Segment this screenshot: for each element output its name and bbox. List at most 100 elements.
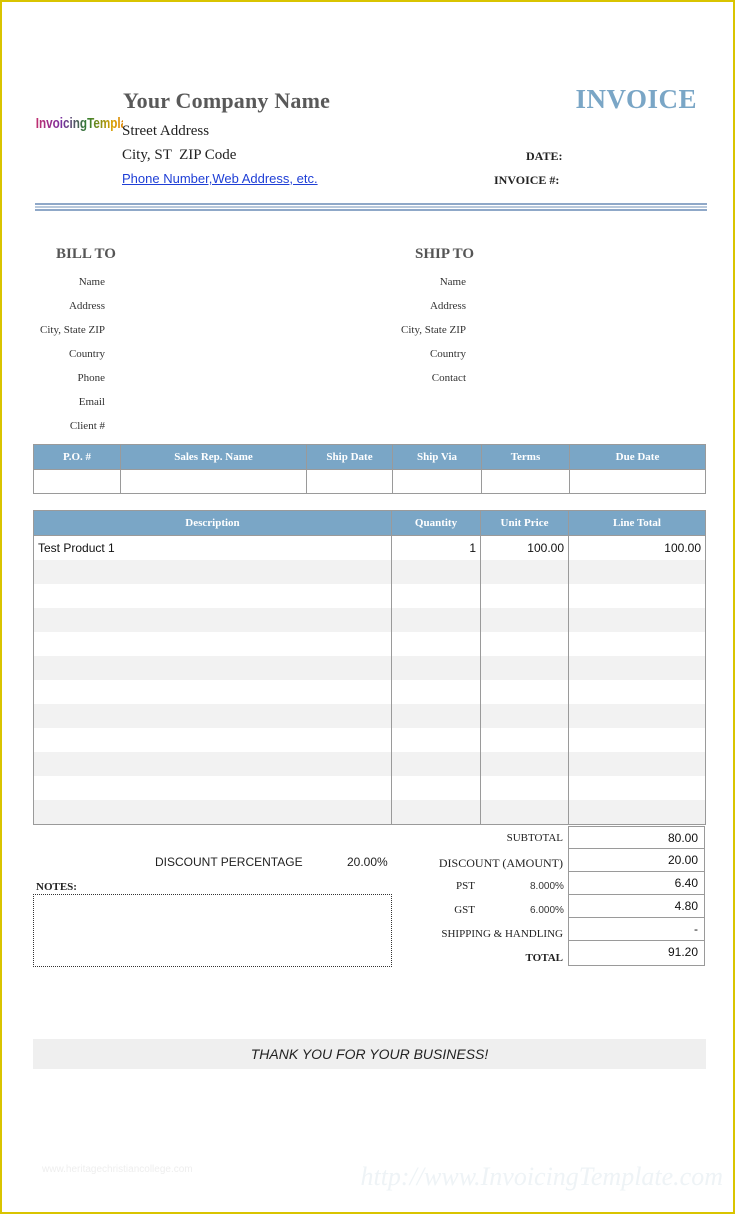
quantity-cell[interactable] xyxy=(391,560,481,584)
order-info-table: P.O. # Sales Rep. Name Ship Date Ship Vi… xyxy=(33,444,706,494)
line-total-cell xyxy=(568,632,706,656)
quantity-cell[interactable] xyxy=(391,656,481,680)
table-row xyxy=(33,776,706,800)
date-label: DATE: xyxy=(526,149,563,163)
quantity-cell[interactable] xyxy=(391,752,481,776)
svg-text:InvoicingTemplate: InvoicingTemplate xyxy=(36,115,123,132)
po-cell[interactable] xyxy=(33,469,121,494)
description-header: Description xyxy=(33,510,392,536)
table-row xyxy=(33,752,706,776)
street-address: Street Address xyxy=(122,123,210,139)
ship-to-contact-label: Contact xyxy=(431,372,466,384)
terms-cell[interactable] xyxy=(481,469,570,494)
ship-date-cell[interactable] xyxy=(306,469,393,494)
discount-amount-value: 20.00 xyxy=(568,849,705,872)
unit-price-cell[interactable] xyxy=(480,728,569,752)
description-cell[interactable] xyxy=(33,704,392,728)
pst-label: PST xyxy=(456,880,475,892)
table-row xyxy=(33,680,706,704)
ship-to-address-label: Address xyxy=(429,300,466,312)
gst-rate[interactable]: 6.000% xyxy=(530,905,564,916)
quantity-cell[interactable] xyxy=(391,704,481,728)
pst-rate[interactable]: 8.000% xyxy=(530,881,564,892)
sales-rep-cell[interactable] xyxy=(120,469,307,494)
unit-price-cell[interactable] xyxy=(480,632,569,656)
sales-rep-header: Sales Rep. Name xyxy=(120,444,307,470)
description-cell[interactable] xyxy=(33,776,392,800)
table-row xyxy=(33,704,706,728)
table-row xyxy=(33,632,706,656)
table-row xyxy=(33,800,706,825)
unit-price-cell[interactable] xyxy=(480,656,569,680)
thank-you-banner: THANK YOU FOR YOUR BUSINESS! xyxy=(33,1039,706,1069)
line-total-cell xyxy=(568,752,706,776)
header-divider xyxy=(35,203,707,211)
shipping-handling-value[interactable]: - xyxy=(568,918,705,941)
unit-price-cell[interactable] xyxy=(480,608,569,632)
description-cell[interactable] xyxy=(33,608,392,632)
total-value: 91.20 xyxy=(568,941,705,966)
ship-to-name-label: Name xyxy=(439,276,466,288)
due-date-cell[interactable] xyxy=(569,469,706,494)
description-cell[interactable] xyxy=(33,656,392,680)
ship-date-header: Ship Date xyxy=(306,444,393,470)
total-label: TOTAL xyxy=(525,952,564,964)
line-total-cell xyxy=(568,776,706,800)
description-cell[interactable] xyxy=(33,752,392,776)
gst-label: GST xyxy=(454,904,475,916)
table-row xyxy=(33,584,706,608)
quantity-cell[interactable] xyxy=(391,584,481,608)
item-description[interactable]: Test Product 1 xyxy=(33,535,392,560)
unit-price-cell[interactable] xyxy=(480,800,569,825)
subtotal-label: SUBTOTAL xyxy=(506,832,563,844)
table-row xyxy=(33,656,706,680)
unit-price-cell[interactable] xyxy=(480,752,569,776)
bill-to-title: BILL TO xyxy=(56,246,116,262)
quantity-cell[interactable] xyxy=(391,608,481,632)
quantity-cell[interactable] xyxy=(391,800,481,825)
unit-price-header: Unit Price xyxy=(480,510,569,536)
ship-to-title: SHIP TO xyxy=(415,246,475,262)
unit-price-cell[interactable] xyxy=(480,584,569,608)
invoice-title: INVOICE xyxy=(575,84,697,114)
description-cell[interactable] xyxy=(33,728,392,752)
unit-price-cell[interactable] xyxy=(480,776,569,800)
bill-to-name-label: Name xyxy=(78,276,105,288)
unit-price-cell[interactable] xyxy=(480,704,569,728)
ship-via-header: Ship Via xyxy=(392,444,482,470)
watermark-small: www.heritagechristiancollege.com xyxy=(42,1164,193,1175)
item-quantity[interactable]: 1 xyxy=(391,535,481,560)
quantity-cell[interactable] xyxy=(391,728,481,752)
quantity-cell[interactable] xyxy=(391,632,481,656)
notes-box[interactable] xyxy=(33,894,392,967)
line-total-cell xyxy=(568,704,706,728)
city-state-zip: City, ST ZIP Code xyxy=(122,147,237,163)
unit-price-cell[interactable] xyxy=(480,560,569,584)
quantity-cell[interactable] xyxy=(391,680,481,704)
table-row xyxy=(33,560,706,584)
company-name: Your Company Name xyxy=(123,88,331,113)
item-line-total: 100.00 xyxy=(568,535,706,560)
table-row xyxy=(33,728,706,752)
discount-percentage-value[interactable]: 20.00% xyxy=(347,855,388,869)
line-total-header: Line Total xyxy=(568,510,706,536)
quantity-cell[interactable] xyxy=(391,776,481,800)
table-row: Test Product 1 1 100.00 100.00 xyxy=(33,535,706,560)
ship-via-cell[interactable] xyxy=(392,469,482,494)
ship-to-country-label: Country xyxy=(429,348,466,360)
description-cell[interactable] xyxy=(33,560,392,584)
pst-value: 6.40 xyxy=(568,872,705,895)
table-row xyxy=(33,608,706,632)
line-total-cell xyxy=(568,608,706,632)
description-cell[interactable] xyxy=(33,800,392,825)
line-total-cell xyxy=(568,728,706,752)
description-cell[interactable] xyxy=(33,584,392,608)
unit-price-cell[interactable] xyxy=(480,680,569,704)
description-cell[interactable] xyxy=(33,632,392,656)
subtotal-value: 80.00 xyxy=(568,826,705,849)
po-header: P.O. # xyxy=(33,444,121,470)
phone-web-link[interactable]: Phone Number,Web Address, etc. xyxy=(122,171,318,186)
description-cell[interactable] xyxy=(33,680,392,704)
item-unit-price[interactable]: 100.00 xyxy=(480,535,569,560)
